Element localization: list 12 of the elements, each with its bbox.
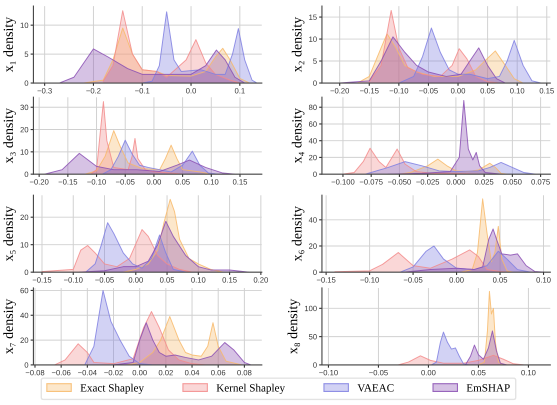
legend-label: VAEAC: [357, 384, 394, 392]
y-axis-title: x₂ density: [292, 16, 304, 72]
y-axis-title: x₇ density: [3, 298, 16, 354]
y-axis-title: x₄ density: [292, 108, 304, 164]
legend-label: Exact Shapley: [80, 384, 144, 394]
y-axis-title: x₅ density: [3, 206, 16, 262]
y-axis-title: x₃ density: [3, 108, 16, 164]
legend-label: Kernel Shapley: [216, 384, 286, 394]
y-axis-title: x₈ density: [288, 298, 300, 354]
y-axis-title: x₁ density: [3, 16, 16, 72]
y-axis-title: x₆ density: [292, 206, 304, 262]
legend-label: EmSHAP: [466, 384, 510, 392]
